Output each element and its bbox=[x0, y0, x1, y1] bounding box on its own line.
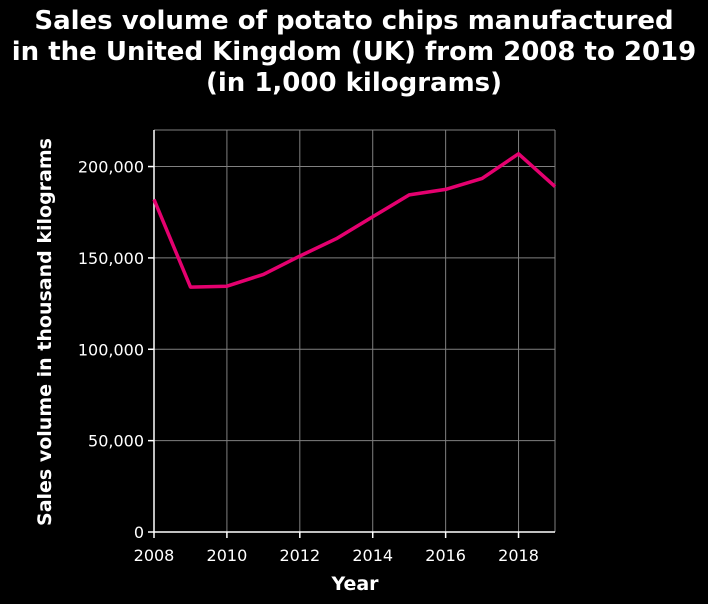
y-tick-label: 50,000 bbox=[88, 432, 144, 451]
y-tick-label: 0 bbox=[134, 523, 144, 542]
x-tick-label: 2014 bbox=[352, 546, 393, 565]
chart-title-line-1: Sales volume of potato chips manufacture… bbox=[34, 6, 674, 36]
x-tick-label: 2012 bbox=[279, 546, 320, 565]
series-line bbox=[152, 152, 557, 289]
x-tick-label: 2016 bbox=[425, 546, 466, 565]
chart-title-line-3: (in 1,000 kilograms) bbox=[205, 68, 503, 98]
axes bbox=[153, 129, 556, 533]
x-tick-label: 2010 bbox=[207, 546, 248, 565]
x-axis-label: Year bbox=[330, 573, 379, 595]
y-axis-label: Sales volume in thousand kilograms bbox=[34, 138, 56, 526]
chart-title: Sales volume of potato chips manufacture… bbox=[0, 6, 708, 99]
x-tick-label: 2008 bbox=[134, 546, 175, 565]
chart-title-line-2: in the United Kingdom (UK) from 2008 to … bbox=[11, 37, 697, 67]
x-tick-label: 2018 bbox=[498, 546, 539, 565]
y-tick-label: 100,000 bbox=[78, 340, 144, 359]
y-tick-label: 150,000 bbox=[78, 249, 144, 268]
tick-labels: 2008 2010 2012 2014 2016 2018 0 50,000 100,000 15… bbox=[78, 158, 539, 565]
y-tick-label: 200,000 bbox=[78, 158, 144, 177]
series bbox=[152, 152, 557, 289]
grid bbox=[153, 130, 555, 533]
